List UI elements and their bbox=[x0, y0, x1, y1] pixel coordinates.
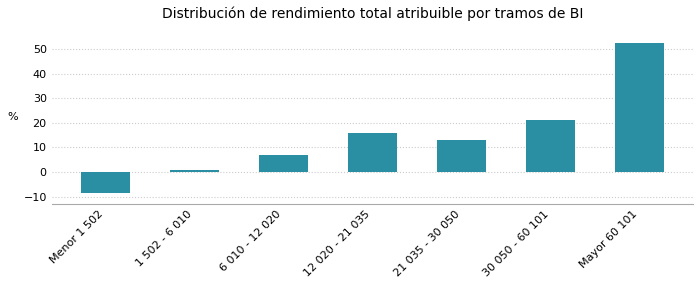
Title: Distribución de rendimiento total atribuible por tramos de BI: Distribución de rendimiento total atribu… bbox=[162, 7, 583, 21]
Bar bbox=[348, 133, 397, 172]
Bar bbox=[80, 172, 130, 193]
Y-axis label: %: % bbox=[7, 112, 18, 122]
Bar bbox=[526, 121, 575, 172]
Bar bbox=[615, 43, 664, 172]
Bar bbox=[259, 155, 308, 172]
Bar bbox=[170, 169, 219, 172]
Bar bbox=[437, 140, 486, 172]
